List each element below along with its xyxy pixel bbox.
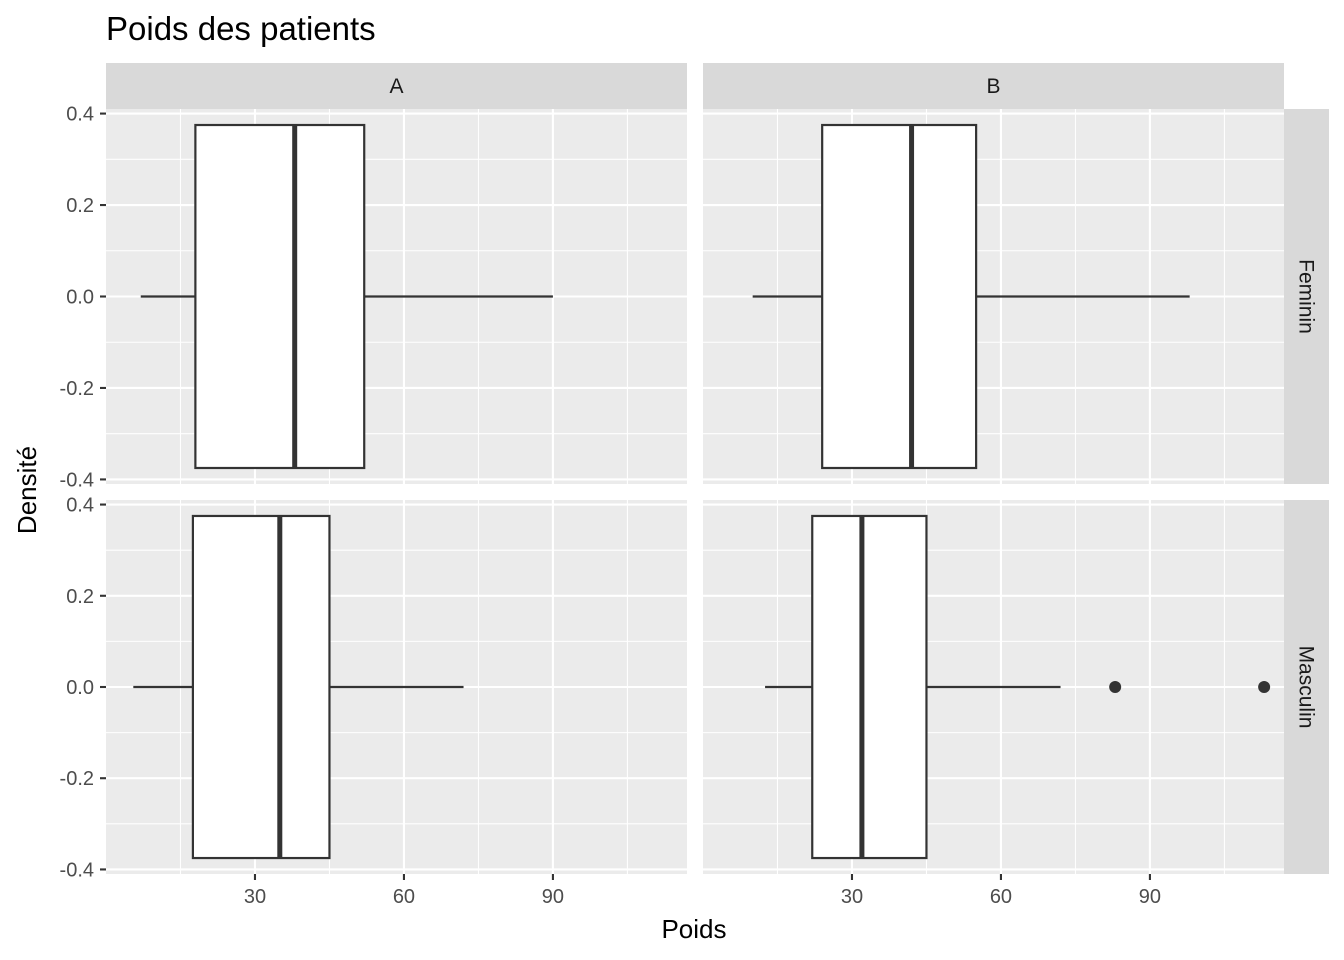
y-tick-label: 0.4: [66, 495, 94, 517]
x-tick-label: 90: [1139, 886, 1161, 908]
facet-panels: [106, 109, 1284, 874]
y-tick-label: 0.2: [66, 586, 94, 608]
y-axis: -0.4 -0.2 0.0 0.2 0.4 -0.4 -0.2 0.0 0.2 0.4: [60, 104, 106, 881]
y-axis-title: Densité: [12, 446, 42, 534]
x-tick-label: 60: [990, 886, 1012, 908]
box-iqr: [191, 514, 331, 860]
strip-row-label-Masculin: Masculin: [1295, 646, 1318, 729]
y-tick-label: -0.4: [60, 469, 94, 491]
x-tick-label: 30: [244, 886, 266, 908]
y-tick-label: -0.2: [60, 378, 94, 400]
boxplot-A-Masculin: [133, 514, 464, 860]
boxplot-A-Feminin: [140, 123, 553, 470]
x-axis-title: Poids: [661, 914, 726, 944]
y-tick-label: -0.4: [60, 859, 94, 881]
x-tick-label: 30: [841, 886, 863, 908]
strip-col-A: [106, 63, 687, 109]
box-iqr: [821, 123, 978, 470]
strip-row-Masculin: [1284, 500, 1329, 874]
strip-row-label-Feminin: Feminin: [1295, 259, 1318, 334]
facet-strips: A B Feminin Masculin: [106, 63, 1329, 874]
y-tick-label: 0.0: [66, 677, 94, 699]
strip-col-label-B: B: [986, 75, 1000, 98]
y-tick-label: -0.2: [60, 768, 94, 790]
y-tick-label: 0.0: [66, 287, 94, 309]
x-tick-label: 90: [542, 886, 564, 908]
strip-row-Feminin: [1284, 109, 1329, 484]
strip-col-label-A: A: [389, 75, 403, 98]
y-tick-label: 0.4: [66, 104, 94, 126]
x-tick-label: 60: [393, 886, 415, 908]
x-axis: 30 60 90 30 60 90: [244, 874, 1161, 908]
outlier-point: [1109, 681, 1122, 693]
box-iqr: [811, 514, 928, 860]
boxplot-B-Masculin: [765, 514, 1271, 860]
strip-col-B: [703, 63, 1284, 109]
chart-title: Poids des patients: [106, 10, 376, 47]
boxplot-B-Feminin: [752, 123, 1190, 470]
outlier-point: [1258, 681, 1271, 693]
y-tick-label: 0.2: [66, 195, 94, 217]
box-iqr: [194, 123, 366, 470]
